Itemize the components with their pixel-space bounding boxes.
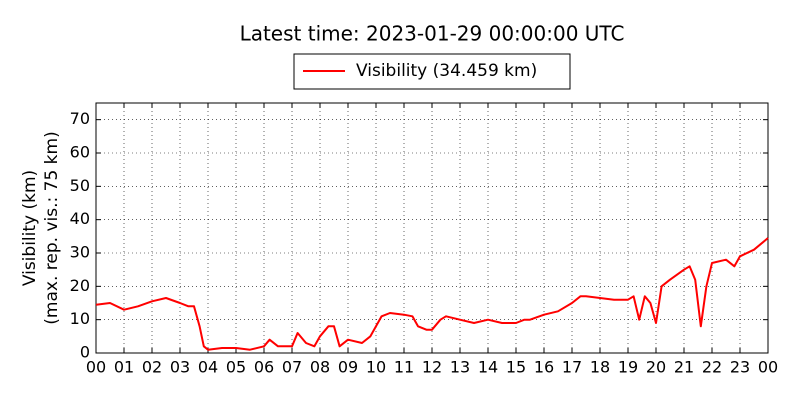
x-tick-label: 10 xyxy=(366,358,386,377)
data-line xyxy=(95,237,769,351)
x-tick-label: 07 xyxy=(282,358,302,377)
y-tick-label: 70 xyxy=(70,109,90,128)
y-tick-label: 0 xyxy=(80,343,90,362)
y-label-line: Visibility (km) xyxy=(20,170,40,286)
y-tick-label: 10 xyxy=(70,309,90,328)
x-tick-label: 09 xyxy=(338,358,358,377)
x-tick-label: 12 xyxy=(422,358,442,377)
x-tick-label: 05 xyxy=(226,358,246,377)
y-tick-label: 60 xyxy=(70,143,90,162)
x-tick-label: 00 xyxy=(758,358,778,377)
y-label: Visibility (km) (max. rep. vis.: 75 km) xyxy=(20,131,62,324)
x-tick-label: 02 xyxy=(142,358,162,377)
x-tick-label: 11 xyxy=(394,358,414,377)
y-tick-label: 30 xyxy=(70,243,90,262)
x-tick-label: 01 xyxy=(114,358,134,377)
y-tick-label: 40 xyxy=(70,209,90,228)
plot-frame xyxy=(95,102,769,354)
x-tick-label: 00 xyxy=(86,358,106,377)
x-tick-label: 19 xyxy=(618,358,638,377)
x-tick-label: 06 xyxy=(254,358,274,377)
x-tick-label: 20 xyxy=(646,358,666,377)
chart-title: Latest time: 2023-01-29 00:00:00 UTC xyxy=(240,22,625,46)
x-tick-label: 23 xyxy=(730,358,750,377)
x-tick-label: 08 xyxy=(310,358,330,377)
y-tick-label: 20 xyxy=(70,276,90,295)
x-tick-label: 17 xyxy=(562,358,582,377)
y-tick-label: 50 xyxy=(70,176,90,195)
x-tick-label: 15 xyxy=(506,358,526,377)
x-tick-label: 16 xyxy=(534,358,554,377)
x-tick-label: 04 xyxy=(198,358,218,377)
x-tick-label: 22 xyxy=(702,358,722,377)
x-tick-label: 14 xyxy=(478,358,498,377)
y-label-line: (max. rep. vis.: 75 km) xyxy=(42,131,62,324)
x-tick-label: 18 xyxy=(590,358,610,377)
x-tick-label: 03 xyxy=(170,358,190,377)
legend-label: Visibility (34.459 km) xyxy=(356,61,537,81)
x-tick-label: 13 xyxy=(450,358,470,377)
x-tick-label: 21 xyxy=(674,358,694,377)
